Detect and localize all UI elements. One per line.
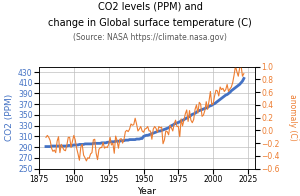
X-axis label: Year: Year	[137, 187, 157, 196]
Y-axis label: CO2 (PPM): CO2 (PPM)	[5, 94, 14, 141]
Text: (Source: NASA https://climate.nasa.gov): (Source: NASA https://climate.nasa.gov)	[73, 33, 227, 42]
Text: CO2 levels (PPM) and: CO2 levels (PPM) and	[98, 2, 202, 12]
Text: change in Global surface temperature (C): change in Global surface temperature (C)	[48, 18, 252, 28]
Y-axis label: Global surface temperature
anomaly (C): Global surface temperature anomaly (C)	[288, 64, 300, 171]
